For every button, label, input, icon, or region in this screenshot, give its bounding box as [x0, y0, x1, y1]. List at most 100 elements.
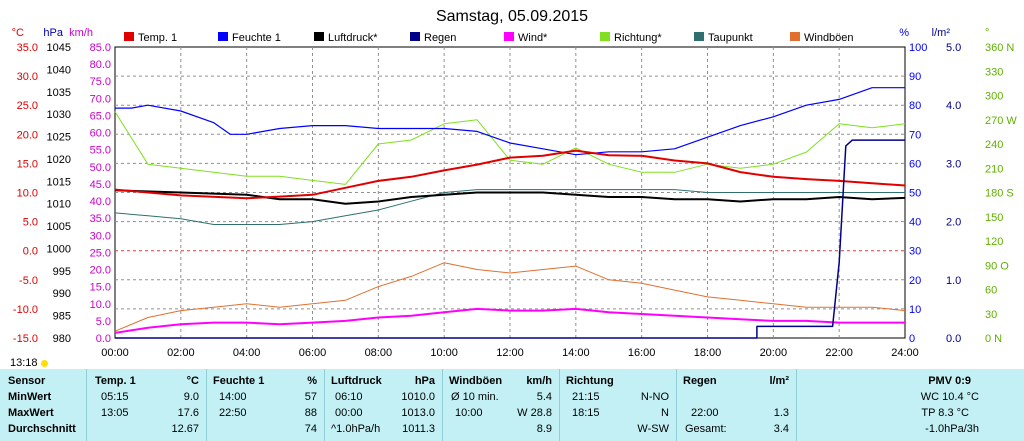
humidity-min-time: 14:00	[219, 391, 247, 403]
sensor-column: Sensor MinWert MaxWert Durchschnitt	[0, 369, 86, 441]
series-line-wind	[114, 307, 905, 334]
axis-unit-direction: °	[985, 27, 989, 39]
tick-humidity: 60	[909, 158, 921, 170]
tick-rain: 0.0	[946, 333, 961, 345]
rain-total-label: Gesamt:	[685, 423, 727, 435]
tick-wind: 85.0	[90, 42, 111, 54]
x-label: 08:00	[365, 347, 393, 359]
gust-unit: km/h	[526, 375, 552, 387]
tick-pressure: 1000	[47, 243, 71, 255]
rain-total-value: 3.4	[773, 423, 789, 435]
x-axis-labels: 00:00 02:00 04:00 06:00 08:00 10:00 12:00 14:00…	[101, 347, 919, 359]
gust-header: Windböen	[449, 375, 503, 387]
tick-temp: -10.0	[13, 304, 38, 316]
series-line-temp1	[114, 149, 906, 200]
tick-humidity: 30	[909, 246, 921, 258]
tick-humidity: 70	[909, 129, 921, 141]
direction-max-value: N	[661, 407, 669, 419]
x-label: 04:00	[233, 347, 261, 359]
legend-label-2: Luftdruck*	[328, 32, 378, 44]
pressure-max-value: 1013.0	[401, 407, 435, 419]
gust-avg-value: 8.9	[536, 423, 552, 435]
tick-temp: 0.0	[23, 246, 38, 258]
gust-max-value: W 28.8	[517, 407, 552, 419]
x-label: 02:00	[167, 347, 195, 359]
direction-avg-value: W-SW	[637, 423, 669, 435]
tick-wind: 45.0	[90, 179, 111, 191]
legend-swatch-0	[124, 32, 134, 41]
current-time-marker-icon	[40, 359, 48, 367]
tick-wind: 5.0	[96, 316, 111, 328]
tick-direction: 240	[985, 139, 1003, 151]
pressure-max-time: 00:00	[335, 407, 363, 419]
legend-swatch-2	[314, 32, 324, 41]
tick-wind: 40.0	[90, 196, 111, 208]
tick-pressure: 985	[53, 311, 71, 323]
tick-rain: 3.0	[946, 158, 961, 170]
humidity-min-value: 57	[304, 391, 317, 403]
tick-pressure: 1020	[47, 154, 71, 166]
pressure-trend: ^1.0hPa/h	[331, 423, 381, 435]
temp-header: Temp. 1	[95, 375, 136, 387]
direction-header: Richtung	[566, 375, 614, 387]
temp-max-time: 13:05	[101, 407, 129, 419]
direction-min-time: 21:15	[572, 391, 600, 403]
pmv-header: PMV 0:9	[928, 375, 971, 387]
temp-unit: °C	[186, 375, 199, 387]
legend-swatch-7	[790, 32, 800, 41]
tick-wind: 70.0	[90, 93, 111, 105]
tick-wind: 15.0	[90, 282, 111, 294]
tick-temp: 35.0	[17, 42, 38, 54]
tick-wind: 10.0	[90, 299, 111, 311]
axis-unit-pressure: hPa	[43, 27, 63, 39]
tick-temp: 30.0	[17, 71, 38, 83]
tick-humidity: 0	[909, 333, 915, 345]
pressure-unit: hPa	[414, 375, 435, 387]
current-time: 13:18	[10, 357, 48, 369]
tick-wind: 75.0	[90, 76, 111, 88]
stats-panel: Sensor MinWert MaxWert Durchschnitt Temp…	[0, 369, 1024, 441]
direction-column: Richtung 21:15 N-NO 18:15 N W-SW	[559, 369, 677, 441]
tick-pressure: 1015	[47, 176, 71, 188]
sensor-header: Sensor	[8, 375, 46, 387]
weather-chart: Samstag, 05.09.2015 °C hPa km/h% l/m² ° Temp…	[12, 8, 1018, 359]
tick-temp: 10.0	[17, 188, 38, 200]
temp-column: Temp. 1 °C 05:15 9.0 13:05 17.6 12.67	[86, 369, 207, 441]
tick-pressure: 1005	[47, 221, 71, 233]
pmv-column: PMV 0:9 WC 10.4 °C TP 8.3 °C -1.0hPa/3h	[796, 369, 1024, 441]
tick-humidity: 50	[909, 188, 921, 200]
legend-label-3: Regen	[424, 32, 456, 44]
tick-pressure: 1035	[47, 87, 71, 99]
tick-wind: 35.0	[90, 213, 111, 225]
rain-column: Regen l/m² 22:00 1.3 Gesamt: 3.4	[676, 369, 797, 441]
axis-unit-rain: l/m²	[932, 27, 951, 39]
tick-wind: 25.0	[90, 247, 111, 259]
legend-swatch-5	[600, 32, 610, 41]
pmv-pressure-trend: -1.0hPa/3h	[925, 423, 979, 435]
pressure-header: Luftdruck	[331, 375, 382, 387]
gust-avg10-value: 5.4	[536, 391, 552, 403]
x-label: 22:00	[825, 347, 853, 359]
pressure-column: Luftdruck hPa 06:10 1010.0 00:00 1013.0 …	[324, 369, 443, 441]
tick-pressure: 995	[53, 266, 71, 278]
legend-label-1: Feuchte 1	[232, 32, 281, 44]
tick-direction: 150	[985, 212, 1003, 224]
tick-pressure: 980	[53, 333, 71, 345]
temp-min-value: 9.0	[183, 391, 199, 403]
x-label: 00:00	[101, 347, 129, 359]
sensor-row-avg: Durchschnitt	[8, 423, 76, 435]
legend-swatch-3	[410, 32, 420, 41]
tick-temp: 5.0	[23, 217, 38, 229]
tick-rain: 1.0	[946, 275, 961, 287]
rain-max-time: 22:00	[691, 407, 719, 419]
legend-label-6: Taupunkt	[708, 32, 753, 44]
axis-unit-wind: km/h	[69, 27, 93, 39]
tick-temp: 20.0	[17, 129, 38, 141]
tick-temp: -5.0	[19, 275, 38, 287]
humidity-unit: %	[307, 375, 317, 387]
tick-temp: 25.0	[17, 100, 38, 112]
axis-units: °C hPa km/h% l/m² °	[12, 27, 990, 39]
gust-avg10-label: Ø 10 min.	[451, 391, 499, 403]
sensor-row-min: MinWert	[8, 391, 52, 403]
series-line-feuchte1	[115, 87, 905, 156]
